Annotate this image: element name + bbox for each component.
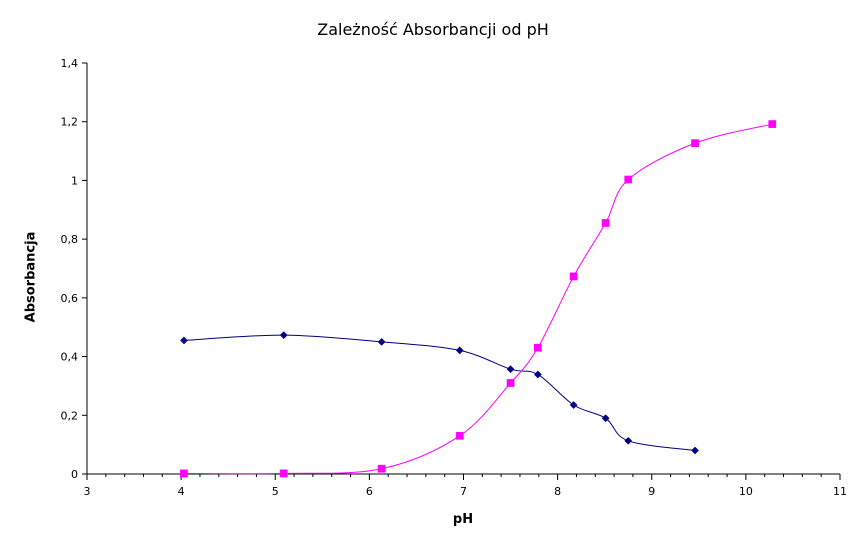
series-1-point bbox=[533, 370, 542, 379]
series-1-point bbox=[279, 331, 288, 340]
series-2-point bbox=[768, 120, 777, 128]
series-2-point bbox=[455, 431, 464, 440]
y-tick-label: 0,8 bbox=[61, 233, 79, 246]
chart-title: Zależność Absorbancji od pH bbox=[317, 20, 549, 39]
series-1-point bbox=[455, 346, 464, 355]
y-tick-label: 0 bbox=[71, 468, 78, 481]
x-tick-label: 7 bbox=[460, 485, 467, 498]
series-1-point bbox=[601, 414, 610, 423]
x-tick-label: 3 bbox=[84, 485, 91, 498]
series-2-point bbox=[506, 379, 515, 387]
series-2-point bbox=[601, 219, 610, 227]
y-tick-label: 0,6 bbox=[61, 292, 79, 305]
y-tick-label: 1 bbox=[71, 174, 78, 187]
y-tick-label: 0,4 bbox=[61, 351, 79, 364]
x-tick-label: 4 bbox=[178, 485, 185, 498]
y-tick-label: 1,2 bbox=[61, 116, 79, 129]
series-2-point bbox=[279, 469, 288, 478]
series-2-point bbox=[377, 464, 386, 473]
x-tick-label: 6 bbox=[366, 485, 373, 498]
series-2-point bbox=[534, 343, 542, 352]
y-tick-label: 0,2 bbox=[61, 409, 79, 422]
series-1-point bbox=[624, 436, 633, 445]
series-1-point bbox=[377, 337, 386, 346]
x-tick-label: 10 bbox=[739, 485, 753, 498]
series-1-point bbox=[691, 446, 700, 455]
series-1-line bbox=[183, 334, 696, 452]
series-1-point bbox=[506, 365, 515, 374]
series-2-point bbox=[691, 139, 699, 147]
series-1-point bbox=[569, 401, 578, 409]
series-2-line bbox=[183, 123, 773, 475]
x-tick-label: 5 bbox=[272, 485, 279, 498]
series-2-point bbox=[569, 272, 578, 281]
y-tick-label: 1,4 bbox=[61, 57, 79, 70]
series-1-point bbox=[179, 336, 188, 345]
x-axis-label: pH bbox=[452, 512, 474, 527]
x-tick-label: 8 bbox=[554, 485, 561, 498]
series-2-point bbox=[180, 469, 188, 478]
series-2-point bbox=[624, 175, 633, 184]
x-tick-label: 11 bbox=[833, 485, 847, 498]
x-tick-label: 9 bbox=[648, 485, 655, 498]
